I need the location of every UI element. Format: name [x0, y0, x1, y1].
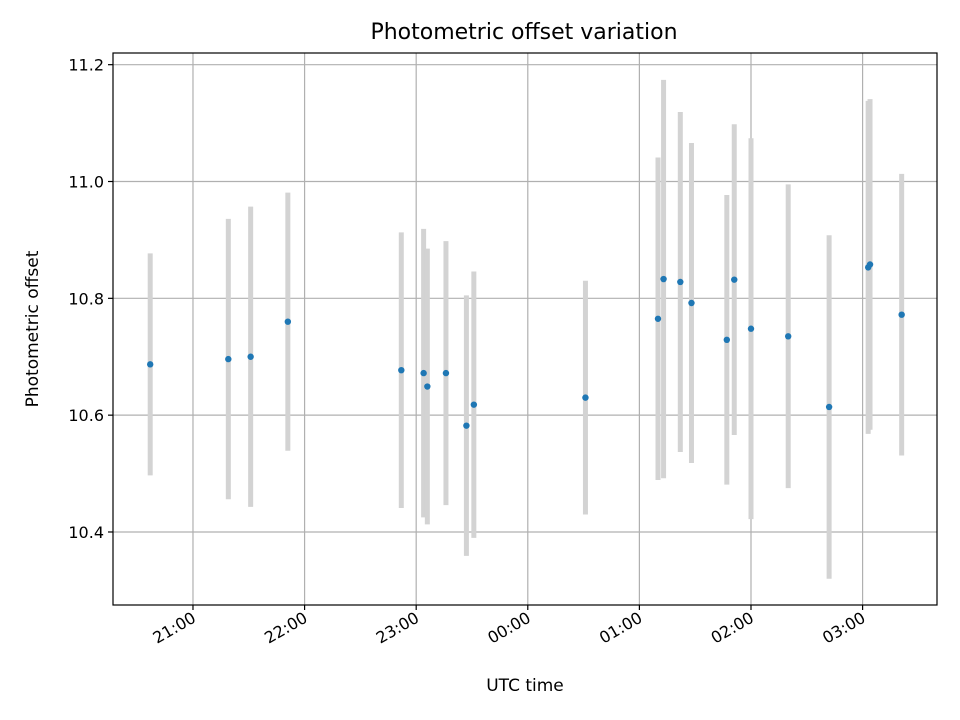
data-point — [463, 422, 470, 429]
data-point — [723, 336, 731, 344]
data-point — [582, 394, 589, 401]
data-point — [654, 315, 662, 322]
y-axis-label: Photometric offset — [23, 250, 43, 407]
y-tick-label: 11.0 — [68, 173, 104, 192]
data-point — [898, 311, 905, 318]
data-point — [784, 333, 792, 340]
y-tick-label: 10.4 — [68, 523, 104, 542]
data-point — [470, 401, 478, 408]
data-point — [420, 369, 427, 377]
data-point — [825, 403, 833, 411]
plot-frame — [112, 52, 938, 606]
chart-title: Photometric offset variation — [370, 20, 677, 45]
data-point — [688, 299, 695, 307]
data-point — [398, 366, 405, 374]
y-tick-label: 11.2 — [68, 56, 104, 75]
data-point — [660, 275, 667, 283]
data-point — [747, 325, 755, 332]
data-point — [247, 353, 254, 360]
data-point — [147, 361, 154, 368]
y-tick-label: 10.8 — [68, 289, 104, 308]
data-point — [731, 276, 738, 283]
point-layer — [147, 261, 905, 429]
data-point — [866, 261, 874, 268]
data-point — [284, 318, 292, 325]
data-point — [442, 369, 450, 377]
x-axis-label: UTC time — [486, 676, 564, 696]
y-tick-label: 10.6 — [68, 406, 104, 425]
data-point — [424, 383, 431, 390]
data-point — [677, 278, 684, 286]
data-point — [225, 355, 232, 363]
